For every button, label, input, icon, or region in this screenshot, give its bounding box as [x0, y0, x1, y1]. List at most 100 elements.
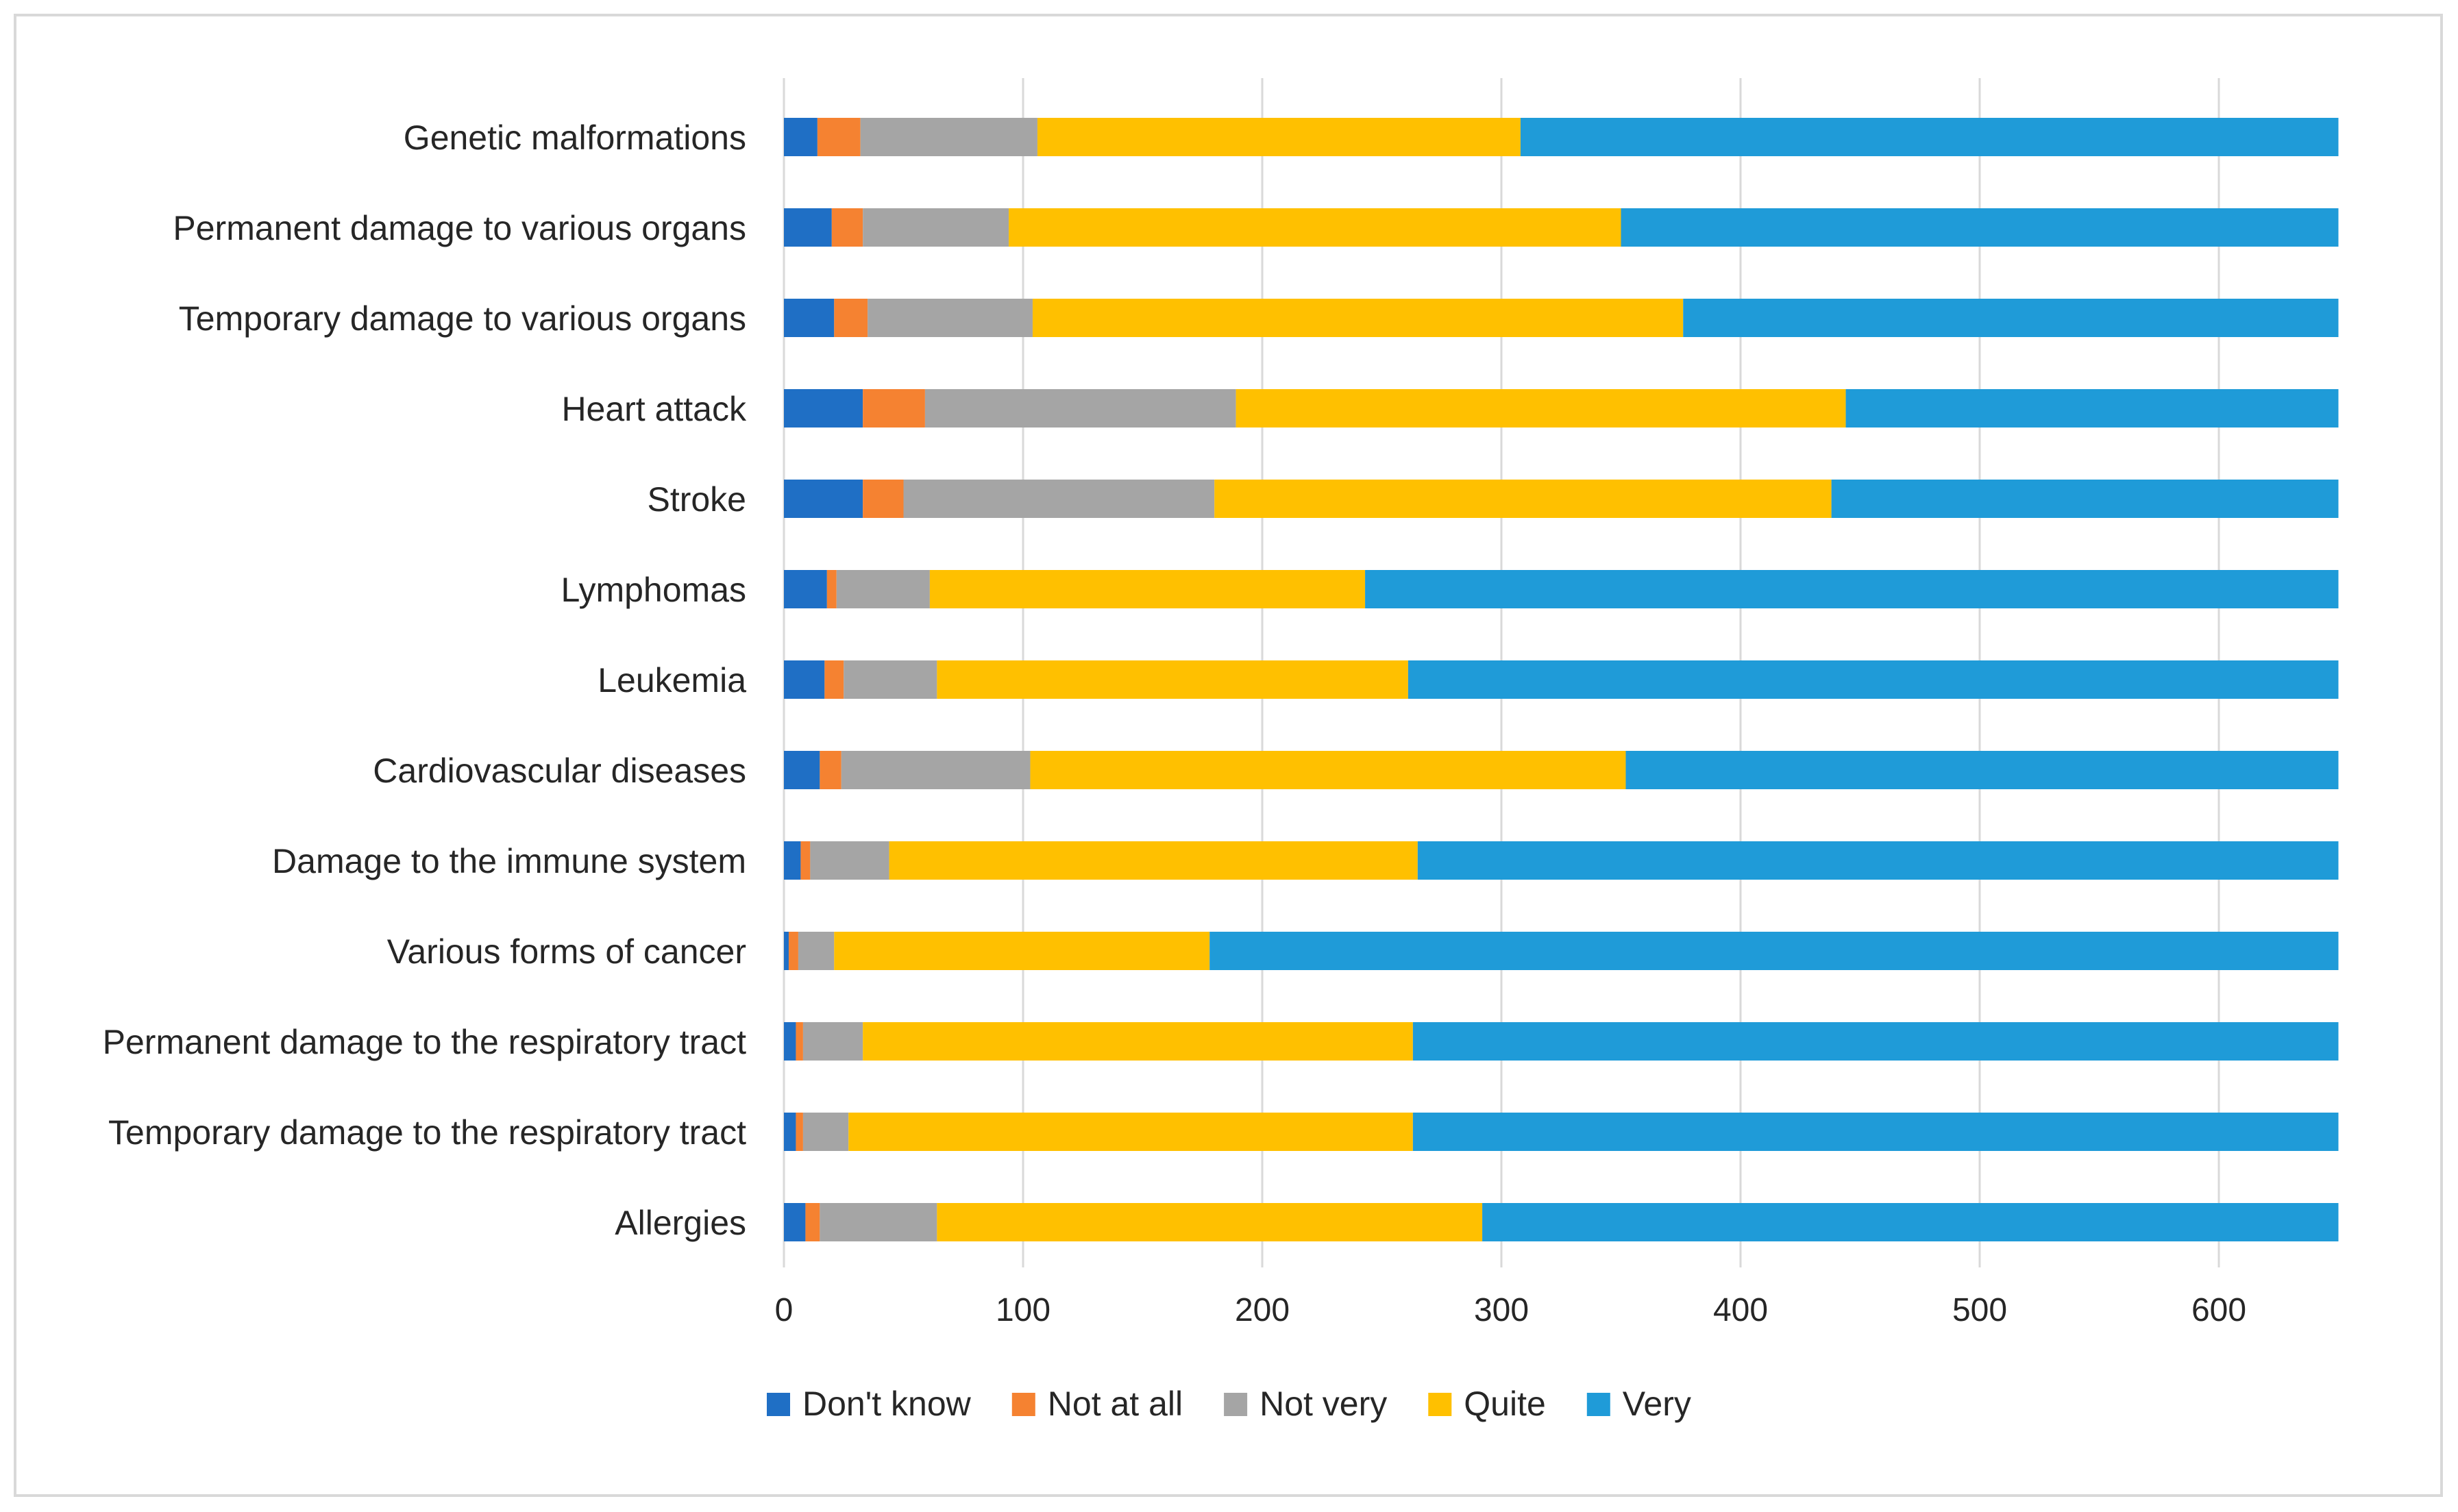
legend: Don't know Not at all Not very Quite Very [767, 1385, 1691, 1423]
bars [784, 118, 2339, 1241]
legend-item-don-t-know: Don't know [767, 1385, 972, 1423]
bar-damage-to-the-immune-system-not-at-all [800, 841, 811, 880]
bar-damage-to-the-immune-system-quite [889, 841, 1418, 880]
category-label-various-forms-of-cancer: Various forms of cancer [387, 932, 746, 971]
bar-various-forms-of-cancer-not-at-all [788, 932, 798, 970]
bar-heart-attack-very [1845, 389, 2339, 427]
bar-permanent-damage-to-the-respiratory-tract-quite [863, 1022, 1413, 1061]
category-label-allergies: Allergies [615, 1204, 746, 1242]
bar-cardiovascular-diseases-don-t-know [784, 751, 820, 789]
bar-permanent-damage-to-the-respiratory-tract-very [1412, 1022, 2339, 1061]
category-label-cardiovascular-diseases: Cardiovascular diseases [373, 752, 746, 790]
stacked-bar-chart: Genetic malformations Permanent damage to… [103, 78, 2339, 1423]
legend-swatch-very [1586, 1393, 1610, 1416]
x-tick-label-0: 0 [775, 1292, 794, 1328]
bar-heart-attack-not-very [924, 389, 1236, 427]
bar-stroke-not-very [903, 480, 1215, 518]
bar-temporary-damage-to-the-respiratory-tract-very [1412, 1113, 2339, 1151]
bar-heart-attack-not-at-all [863, 389, 925, 427]
bar-allergies-quite [937, 1203, 1483, 1241]
bar-temporary-damage-to-the-respiratory-tract-quite [848, 1113, 1413, 1151]
bar-temporary-damage-to-various-organs-very [1683, 299, 2339, 337]
bar-allergies-don-t-know [784, 1203, 806, 1241]
bar-temporary-damage-to-the-respiratory-tract-don-t-know [784, 1113, 796, 1151]
bar-heart-attack-quite [1236, 389, 1846, 427]
bar-permanent-damage-to-various-organs-quite [1009, 208, 1621, 247]
category-label-leukemia: Leukemia [598, 661, 746, 699]
bar-permanent-damage-to-various-organs-very [1621, 208, 2339, 247]
category-label-permanent-damage-to-various-organs: Permanent damage to various organs [173, 209, 746, 247]
category-label-lymphomas: Lymphomas [561, 571, 746, 609]
category-label-heart-attack: Heart attack [561, 390, 747, 428]
bar-lymphomas-quite [929, 570, 1366, 608]
bar-cardiovascular-diseases-not-very [841, 751, 1031, 789]
bar-various-forms-of-cancer-quite [834, 932, 1210, 970]
category-labels: Genetic malformations Permanent damage to… [103, 119, 747, 1242]
chart-frame: Genetic malformations Permanent damage to… [14, 14, 2443, 1497]
bar-leukemia-don-t-know [784, 660, 825, 699]
bar-lymphomas-don-t-know [784, 570, 827, 608]
bar-stroke-very [1831, 480, 2339, 518]
x-tick-label-500: 500 [1952, 1292, 2007, 1328]
bar-cardiovascular-diseases-very [1625, 751, 2339, 789]
bar-cardiovascular-diseases-quite [1030, 751, 1626, 789]
category-label-damage-to-the-immune-system: Damage to the immune system [272, 842, 746, 880]
bar-various-forms-of-cancer-not-very [798, 932, 835, 970]
bar-temporary-damage-to-the-respiratory-tract-not-very [802, 1113, 849, 1151]
bar-various-forms-of-cancer-don-t-know [784, 932, 789, 970]
category-label-genetic-malformations: Genetic malformations [404, 119, 746, 157]
bar-genetic-malformations-not-at-all [817, 118, 861, 156]
category-label-stroke: Stroke [647, 480, 746, 519]
bar-heart-attack-don-t-know [784, 389, 863, 427]
bar-damage-to-the-immune-system-very [1417, 841, 2339, 880]
bar-permanent-damage-to-the-respiratory-tract-don-t-know [784, 1022, 796, 1061]
bar-genetic-malformations-don-t-know [784, 118, 818, 156]
bar-damage-to-the-immune-system-not-very [810, 841, 889, 880]
bar-temporary-damage-to-various-organs-don-t-know [784, 299, 835, 337]
x-tick-label-600: 600 [2191, 1292, 2246, 1328]
bar-temporary-damage-to-various-organs-quite [1032, 299, 1684, 337]
x-tick-label-300: 300 [1474, 1292, 1529, 1328]
bar-genetic-malformations-quite [1037, 118, 1521, 156]
legend-label-very: Very [1623, 1385, 1691, 1423]
bar-permanent-damage-to-the-respiratory-tract-not-at-all [796, 1022, 803, 1061]
bar-cardiovascular-diseases-not-at-all [820, 751, 841, 789]
bar-permanent-damage-to-various-organs-don-t-know [784, 208, 832, 247]
category-label-temporary-damage-to-the-respiratory-tract: Temporary damage to the respiratory trac… [108, 1113, 746, 1152]
bar-genetic-malformations-not-very [860, 118, 1037, 156]
legend-item-not-at-all: Not at all [1011, 1385, 1183, 1423]
bar-temporary-damage-to-various-organs-not-at-all [834, 299, 868, 337]
bar-leukemia-not-very [844, 660, 937, 699]
legend-swatch-quite [1428, 1393, 1452, 1416]
bar-lymphomas-very [1365, 570, 2339, 608]
bar-lymphomas-not-very [836, 570, 930, 608]
legend-swatch-don-t-know [767, 1393, 790, 1416]
bar-leukemia-very [1408, 660, 2339, 699]
bar-stroke-don-t-know [784, 480, 863, 518]
bar-leukemia-quite [937, 660, 1408, 699]
bar-permanent-damage-to-the-respiratory-tract-not-very [802, 1022, 863, 1061]
bar-stroke-not-at-all [863, 480, 904, 518]
legend-label-quite: Quite [1464, 1385, 1546, 1423]
x-tick-label-400: 400 [1713, 1292, 1768, 1328]
legend-label-not-very: Not very [1259, 1385, 1387, 1423]
x-tick-label-200: 200 [1235, 1292, 1290, 1328]
bar-temporary-damage-to-the-respiratory-tract-not-at-all [796, 1113, 803, 1151]
bar-permanent-damage-to-various-organs-not-at-all [831, 208, 863, 247]
category-label-temporary-damage-to-various-organs: Temporary damage to various organs [179, 299, 746, 338]
bar-various-forms-of-cancer-very [1209, 932, 2339, 970]
legend-item-quite: Quite [1428, 1385, 1546, 1423]
legend-label-don-t-know: Don't know [802, 1385, 972, 1423]
x-axis-tick-labels: 0 100 200 300 400 500 600 [775, 1292, 2246, 1328]
category-label-permanent-damage-to-the-respiratory-tract: Permanent damage to the respiratory trac… [103, 1023, 746, 1061]
legend-item-not-very: Not very [1224, 1385, 1387, 1423]
bar-stroke-quite [1214, 480, 1832, 518]
legend-swatch-not-at-all [1011, 1393, 1035, 1416]
bar-allergies-very [1482, 1203, 2339, 1241]
bar-allergies-not-very [820, 1203, 937, 1241]
bar-allergies-not-at-all [805, 1203, 820, 1241]
bar-temporary-damage-to-various-organs-not-very [868, 299, 1033, 337]
bar-damage-to-the-immune-system-don-t-know [784, 841, 801, 880]
x-tick-label-100: 100 [996, 1292, 1050, 1328]
legend-swatch-not-very [1224, 1393, 1248, 1416]
